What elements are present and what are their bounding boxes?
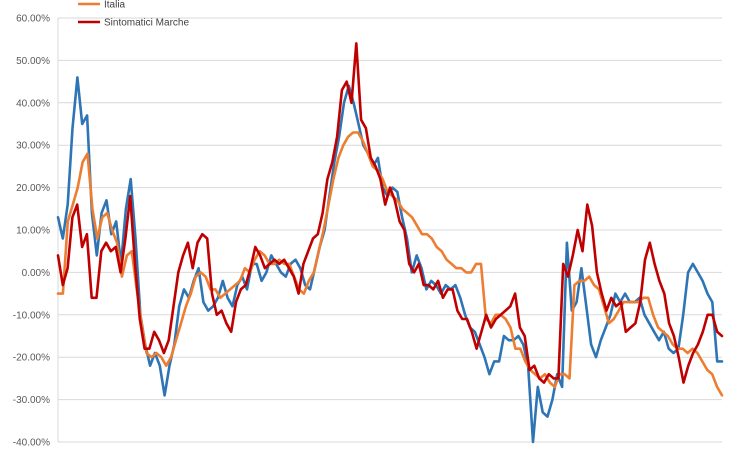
y-tick-label: 0.00% bbox=[22, 268, 50, 279]
series-line-3 bbox=[56, 42, 724, 384]
y-tick-label: -40.00% bbox=[13, 438, 50, 449]
y-tick-label: 30.00% bbox=[16, 141, 50, 152]
gridlines bbox=[58, 17, 722, 443]
series-lines bbox=[56, 42, 724, 444]
y-tick-label: 10.00% bbox=[16, 226, 50, 237]
y-tick-label: 50.00% bbox=[16, 56, 50, 67]
series-line-1 bbox=[56, 76, 724, 444]
axis: -40.00% -30.00% -20.00% -10.00% 0.00% 10.00% 2… bbox=[13, 14, 59, 449]
y-tick-label: -10.00% bbox=[13, 310, 50, 321]
legend-label: Sintomatici Marche bbox=[104, 18, 189, 29]
series-line-2 bbox=[56, 131, 724, 397]
y-tick-label: 60.00% bbox=[16, 14, 50, 25]
legend: Italia Sintomatici Marche bbox=[78, 0, 189, 29]
y-tick-label: 20.00% bbox=[16, 183, 50, 194]
legend-label: Italia bbox=[104, 0, 126, 11]
y-tick-label: -30.00% bbox=[13, 395, 50, 406]
y-tick-label: 40.00% bbox=[16, 98, 50, 109]
y-tick-label: -20.00% bbox=[13, 353, 50, 364]
